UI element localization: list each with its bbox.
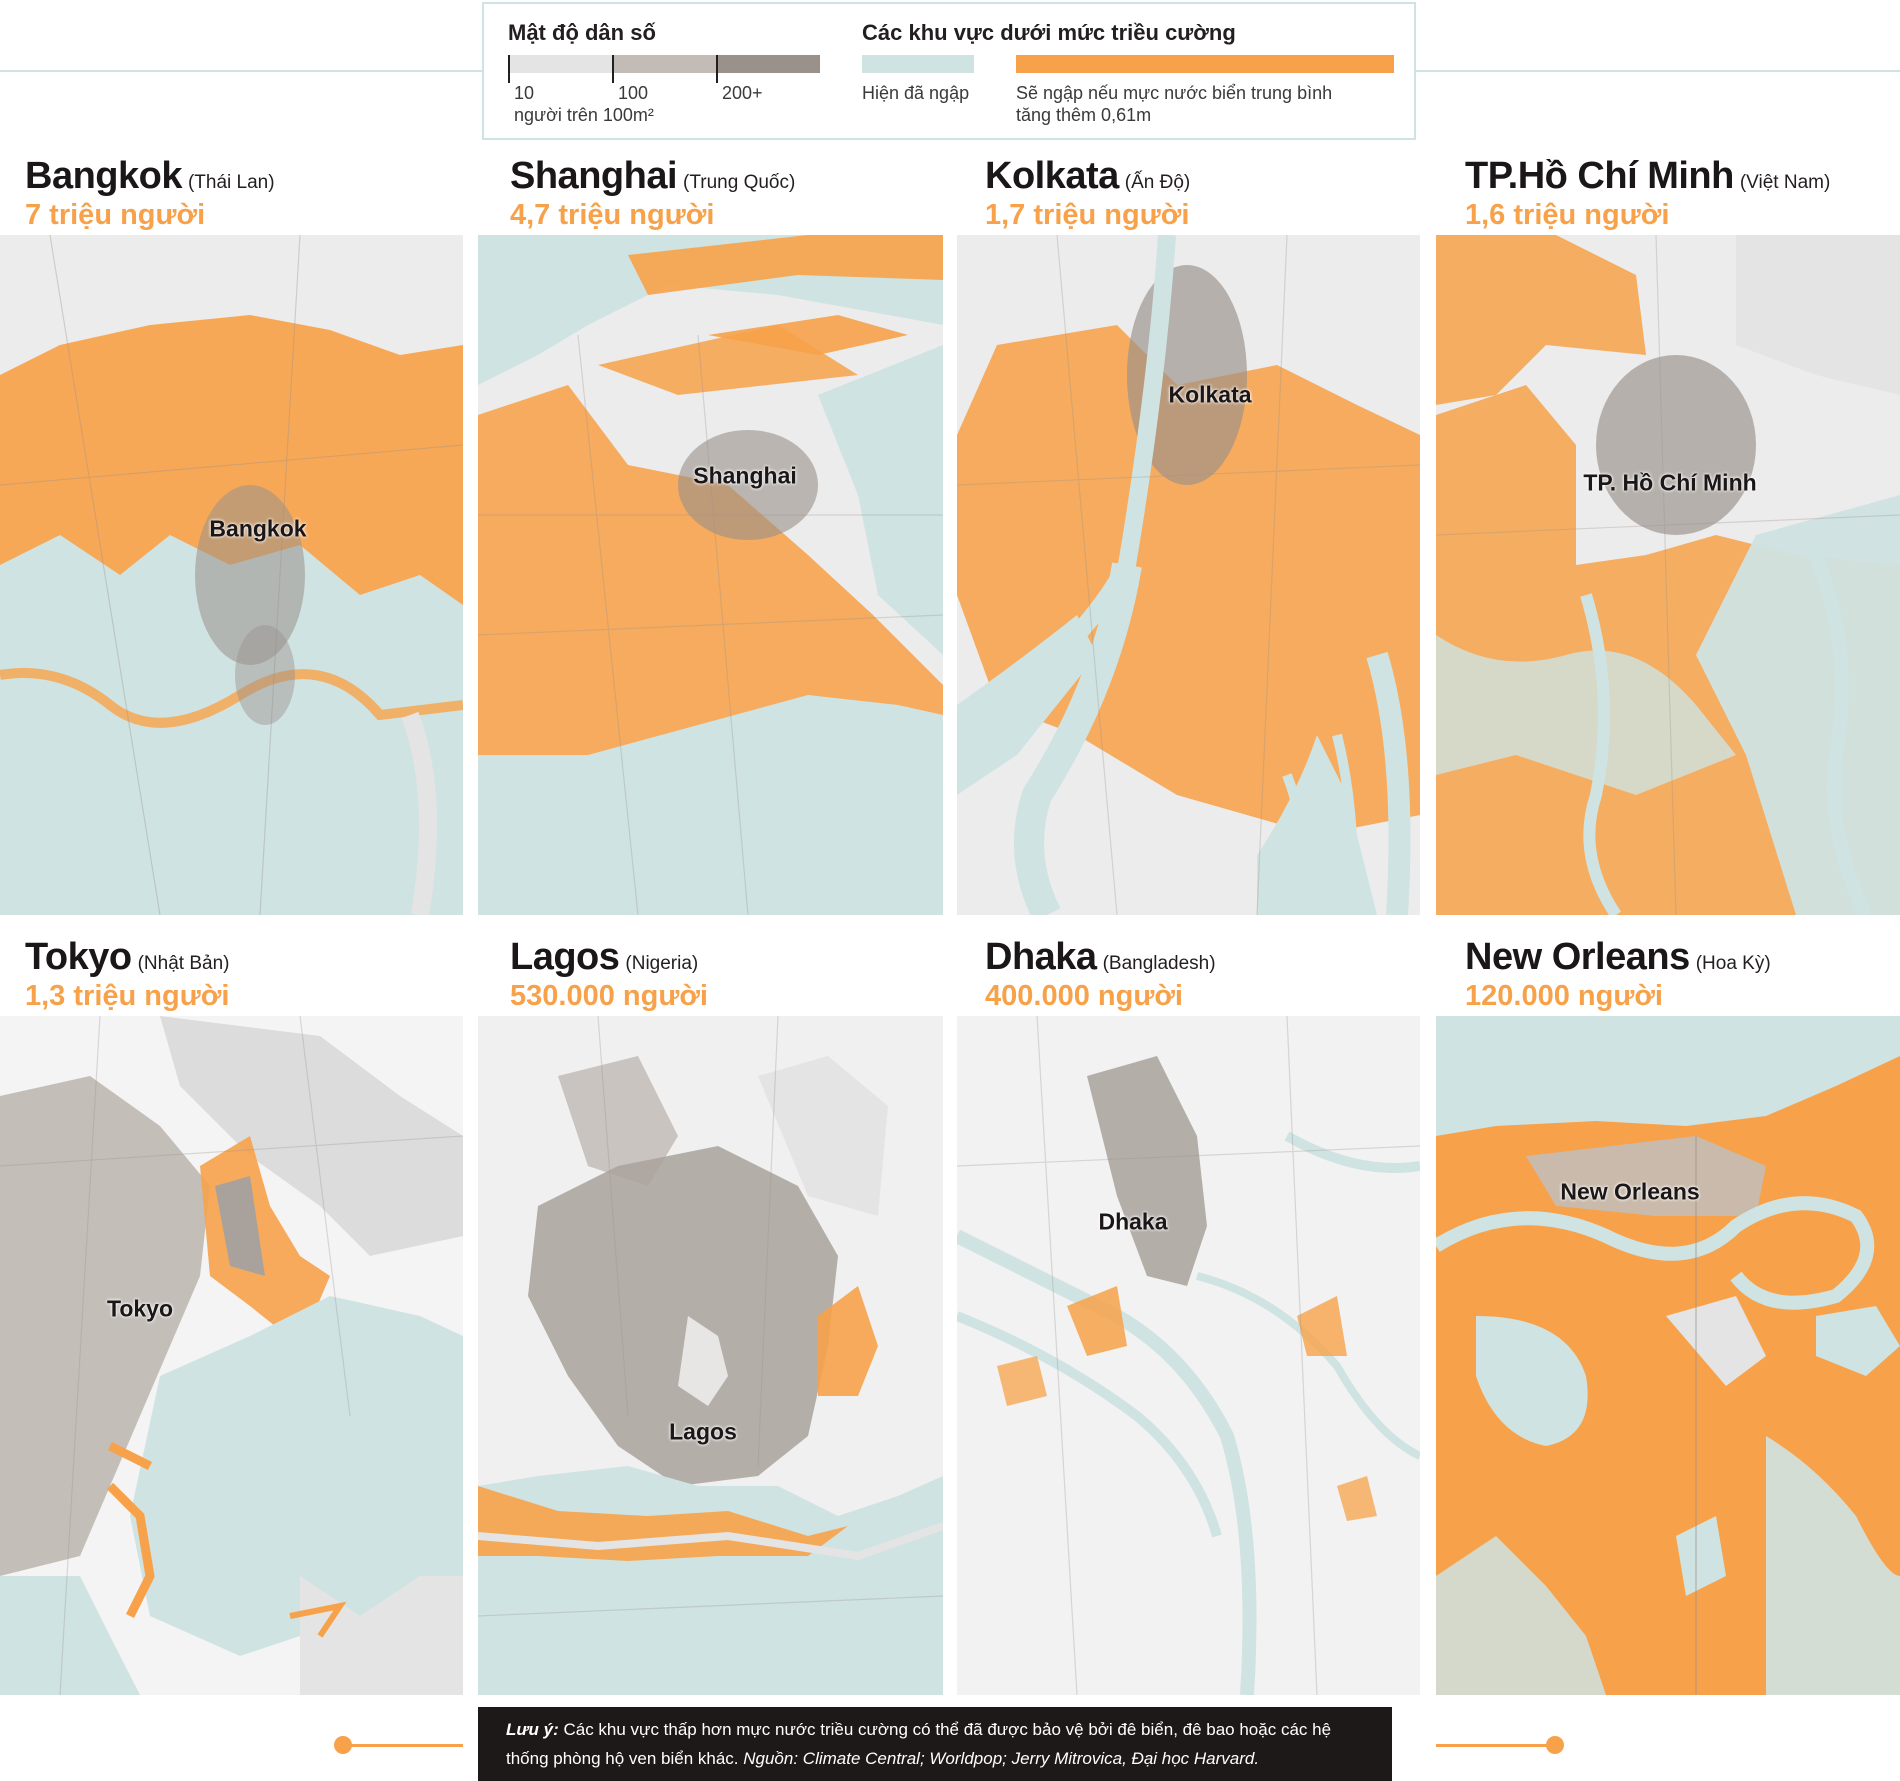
density-tick-label-100: 100: [618, 83, 649, 103]
city-population: 1,3 triệu người: [25, 980, 230, 1012]
flood-risk-label-2: tăng thêm 0,61m: [1016, 105, 1152, 125]
city-country: (Bangladesh): [1102, 953, 1216, 974]
map-label-kolkata: Kolkata: [1168, 381, 1252, 408]
city-country: (Việt Nam): [1739, 172, 1831, 193]
note-label: Lưu ý:: [506, 1720, 559, 1739]
city-name: Bangkok: [25, 155, 182, 197]
footer-dot-left: [334, 1736, 352, 1754]
density-swatch-high: [716, 55, 820, 73]
city-name: Kolkata: [985, 155, 1119, 197]
map-label-tokyo: Tokyo: [106, 1295, 174, 1322]
map-tokyo: Tokyo: [0, 1016, 463, 1695]
map-hcmc: TP. Hồ Chí Minh: [1436, 235, 1900, 915]
map-label-bangkok: Bangkok: [209, 515, 307, 542]
city-name: New Orleans: [1465, 936, 1690, 978]
top-rule-right: [1416, 70, 1900, 72]
density-tick-label-10: 10: [514, 83, 535, 103]
map-kolkata: Kolkata: [957, 235, 1420, 915]
source-note: Lưu ý: Các khu vực thấp hơn mực nước tri…: [478, 1707, 1392, 1781]
city-name: Shanghai: [510, 155, 678, 197]
flood-risk-swatch: [1016, 55, 1394, 73]
legend-density-title: Mật độ dân số: [508, 20, 656, 45]
footer-rule-left: [343, 1744, 463, 1747]
city-population: 1,7 triệu người: [985, 199, 1190, 231]
footer-rule-right: [1436, 1744, 1556, 1747]
city-population: 1,6 triệu người: [1465, 199, 1670, 231]
map-label-shanghai: Shanghai: [693, 462, 797, 489]
note-text: Các khu vực thấp hơn mực nước triều cườn…: [506, 1720, 1332, 1768]
map-label-hcmc: TP. Hồ Chí Minh: [1583, 469, 1757, 496]
city-name: TP.Hồ Chí Minh: [1465, 155, 1734, 197]
city-population: 7 triệu người: [25, 199, 206, 231]
legend-tidal-title: Các khu vực dưới mức triều cường: [862, 20, 1236, 45]
density-gradient-bar: [508, 55, 820, 73]
flood-risk-label-1: Sẽ ngập nếu mực nước biển trung bình: [1016, 83, 1333, 103]
density-swatch-low: [508, 55, 612, 73]
density-unit: người trên 100m²: [514, 105, 654, 125]
city-country: (Trung Quốc): [683, 172, 796, 193]
density-swatch-mid: [612, 55, 716, 73]
flooded-swatch: [862, 55, 974, 73]
map-dhaka: Dhaka: [957, 1016, 1420, 1695]
map-lagos: Lagos: [478, 1016, 943, 1695]
map-label-dhaka: Dhaka: [1098, 1208, 1168, 1235]
footer-dot-right: [1546, 1736, 1564, 1754]
city-name: Dhaka: [985, 936, 1097, 978]
city-name: Tokyo: [25, 936, 132, 978]
map-label-new-orleans: New Orleans: [1560, 1178, 1700, 1205]
map-bangkok: Bangkok: [0, 235, 463, 915]
city-country: (Thái Lan): [187, 172, 275, 193]
city-country: (Ấn Độ): [1124, 172, 1191, 193]
city-name: Lagos: [510, 936, 620, 978]
city-population: 120.000 người: [1465, 980, 1663, 1012]
city-population: 530.000 người: [510, 980, 708, 1012]
density-tick-label-200: 200+: [722, 83, 763, 103]
density-tick-200: [716, 55, 718, 83]
map-new-orleans: New Orleans: [1436, 1016, 1900, 1695]
city-country: (Hoa Kỳ): [1695, 953, 1771, 974]
legend: Mật độ dân số 10 100 200+ người trên 100…: [482, 2, 1416, 140]
city-population: 400.000 người: [985, 980, 1183, 1012]
map-label-lagos: Lagos: [669, 1418, 737, 1445]
map-shanghai: Shanghai: [478, 235, 943, 915]
top-rule-left: [0, 70, 482, 72]
density-tick-100: [612, 55, 614, 83]
note-source: Nguồn: Climate Central; Worldpop; Jerry …: [743, 1749, 1260, 1768]
city-population: 4,7 triệu người: [510, 199, 715, 231]
city-country: (Nhật Bản): [137, 953, 230, 974]
density-tick-10: [508, 55, 510, 83]
flooded-label: Hiện đã ngập: [862, 83, 970, 103]
city-country: (Nigeria): [625, 953, 699, 974]
